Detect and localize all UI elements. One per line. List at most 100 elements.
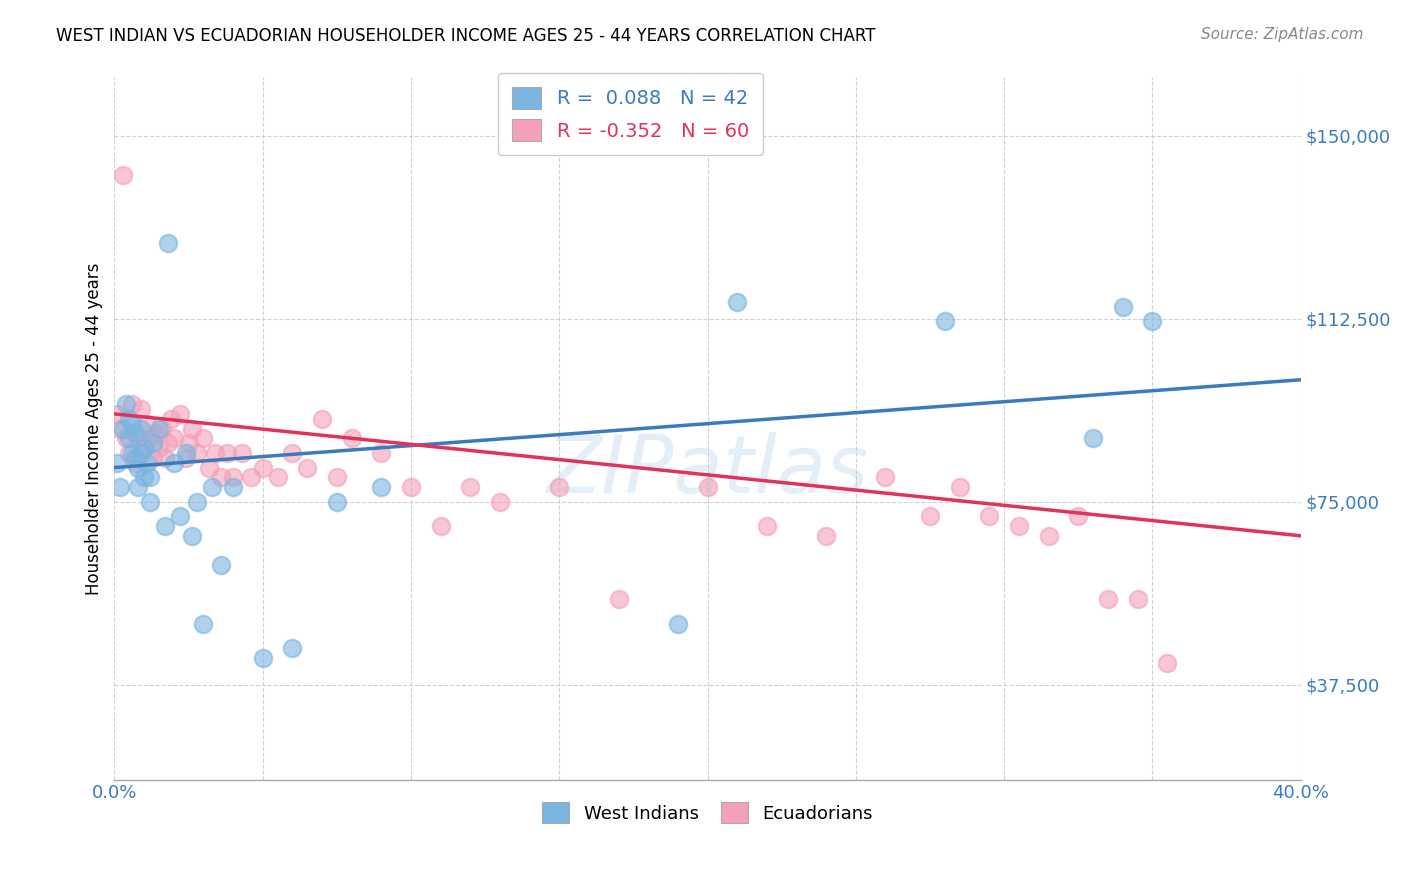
Point [252, 460, 274, 475]
Point [209, 558, 232, 572]
Point [127, 460, 149, 475]
Point [875, 470, 897, 484]
Point [174, 446, 197, 460]
Point [121, 446, 143, 460]
Point [1097, 592, 1119, 607]
Point [1081, 431, 1104, 445]
Point [340, 431, 363, 445]
Point [139, 431, 162, 445]
Point [201, 480, 224, 494]
Point [815, 529, 838, 543]
Point [115, 397, 138, 411]
Point [666, 616, 689, 631]
Point [458, 480, 481, 494]
Point [217, 446, 239, 460]
Y-axis label: Householder Income Ages 25 - 44 years: Householder Income Ages 25 - 44 years [86, 262, 103, 595]
Point [118, 431, 141, 445]
Point [209, 470, 232, 484]
Point [129, 402, 152, 417]
Point [169, 407, 191, 421]
Point [169, 509, 191, 524]
Point [399, 480, 422, 494]
Point [1156, 656, 1178, 670]
Point [1126, 592, 1149, 607]
Point [132, 441, 155, 455]
Point [124, 426, 146, 441]
Point [105, 456, 128, 470]
Text: Source: ZipAtlas.com: Source: ZipAtlas.com [1201, 27, 1364, 42]
Point [725, 294, 748, 309]
Point [489, 494, 512, 508]
Point [127, 480, 149, 494]
Point [177, 436, 200, 450]
Point [124, 450, 146, 465]
Point [266, 470, 288, 484]
Point [186, 494, 208, 508]
Point [239, 470, 262, 484]
Point [121, 397, 143, 411]
Point [132, 441, 155, 455]
Point [918, 509, 941, 524]
Point [156, 436, 179, 450]
Point [132, 470, 155, 484]
Point [112, 168, 135, 182]
Point [145, 426, 167, 441]
Point [934, 314, 956, 328]
Point [222, 470, 245, 484]
Point [370, 446, 392, 460]
Point [148, 441, 170, 455]
Point [370, 480, 392, 494]
Point [311, 411, 333, 425]
Point [186, 446, 208, 460]
Point [326, 470, 349, 484]
Point [193, 616, 215, 631]
Point [429, 519, 451, 533]
Point [198, 460, 221, 475]
Point [121, 417, 143, 431]
Point [949, 480, 972, 494]
Point [129, 446, 152, 460]
Point [193, 431, 215, 445]
Point [326, 494, 349, 508]
Point [180, 529, 202, 543]
Point [110, 421, 132, 435]
Point [142, 450, 165, 465]
Point [281, 446, 304, 460]
Point [105, 407, 128, 421]
Point [252, 650, 274, 665]
Point [1008, 519, 1031, 533]
Point [148, 421, 170, 435]
Point [281, 640, 304, 655]
Point [163, 456, 186, 470]
Point [222, 480, 245, 494]
Point [136, 417, 159, 431]
Point [295, 460, 318, 475]
Point [153, 450, 176, 465]
Point [979, 509, 1001, 524]
Point [142, 436, 165, 450]
Point [159, 411, 181, 425]
Point [180, 421, 202, 435]
Point [607, 592, 630, 607]
Point [136, 456, 159, 470]
Point [112, 421, 135, 435]
Point [231, 446, 253, 460]
Point [174, 450, 197, 465]
Point [548, 480, 571, 494]
Point [115, 431, 138, 445]
Point [163, 431, 186, 445]
Point [1142, 314, 1164, 328]
Legend: West Indians, Ecuadorians: West Indians, Ecuadorians [531, 791, 883, 834]
Point [139, 470, 162, 484]
Point [118, 446, 141, 460]
Point [696, 480, 718, 494]
Point [124, 456, 146, 470]
Point [156, 236, 179, 251]
Point [755, 519, 778, 533]
Point [204, 446, 226, 460]
Point [139, 494, 162, 508]
Text: ZIPatlas: ZIPatlas [547, 432, 869, 509]
Point [118, 411, 141, 425]
Point [1067, 509, 1090, 524]
Point [1112, 300, 1135, 314]
